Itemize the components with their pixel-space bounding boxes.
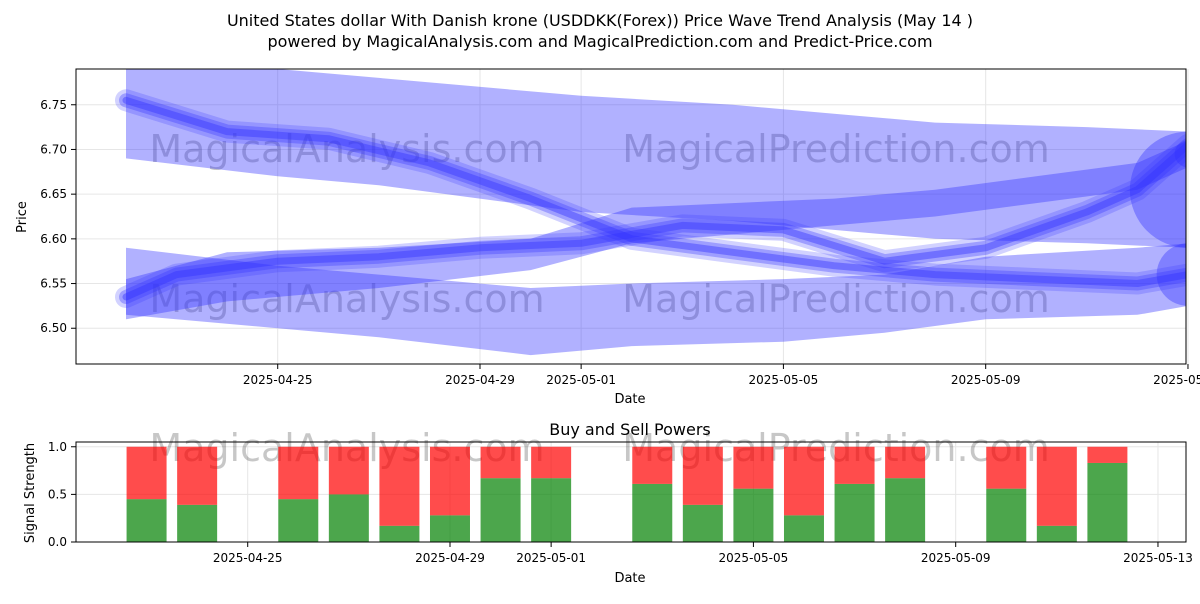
sell-bar [1036,446,1077,526]
power-x-tick-label: 2025-04-29 [415,551,485,565]
price-y-tick-label: 6.65 [40,187,67,201]
price-wave-line [122,142,1186,301]
power-x-tick-label: 2025-05-01 [516,551,586,565]
price-watermark: MagicalAnalysis.com [149,127,544,171]
sell-bar [126,446,167,500]
price-x-tick-label: 2025-04-25 [243,373,313,387]
sell-bar [986,446,1027,489]
price-wave-line [119,138,1186,304]
chart-title: United States dollar With Danish krone (… [227,11,973,30]
price-grid [76,69,1189,364]
buy-bar [278,499,319,542]
sell-bar [885,446,926,479]
sell-bar [632,446,673,484]
price-y-tick-label: 6.75 [40,98,67,112]
price-wave-line [115,89,1186,295]
sell-bar [1087,446,1128,463]
price-wave-line [115,134,1186,308]
power-x-tick-label: 2025-05-13 [1123,551,1193,565]
buy-bar [783,515,824,542]
buy-bar [480,478,521,542]
price-y-tick-label: 6.60 [40,232,67,246]
power-plot-frame [75,441,1187,543]
buy-bar [632,483,673,542]
price-wave-line [122,96,1186,287]
price-plot-frame [75,68,1187,365]
power-y-label: Signal Strength [23,443,38,543]
sell-bar [328,446,369,495]
price-y-label: Price [15,201,30,233]
power-x-tick-label: 2025-04-25 [213,551,283,565]
price-wave-band [126,141,1186,320]
buy-bar [1087,462,1128,542]
buy-bar [834,483,875,542]
power-x-label: Date [614,571,645,586]
buy-bar [733,488,774,542]
price-wave-band-cap [1129,131,1186,248]
power-y-tick-label: 1.0 [48,440,67,454]
sell-bar [480,446,521,479]
buy-bar [986,488,1027,542]
buy-bar [682,504,723,542]
price-watermark: MagicalAnalysis.com [149,277,544,321]
buy-bar [177,504,218,542]
sell-bar [531,446,572,479]
price-plot: MagicalAnalysis.com MagicalPrediction.com… [15,68,1200,407]
power-y-tick-label: 0.0 [48,535,67,549]
price-watermark: MagicalPrediction.com [622,277,1050,321]
buy-bar [379,525,420,542]
sell-bar [278,446,319,500]
price-wave-band-cap [1156,243,1186,306]
price-watermarks: MagicalAnalysis.com MagicalPrediction.com… [149,127,1049,321]
price-x-tick-label: 2025-04-29 [445,373,515,387]
price-wave-line [119,93,1186,291]
power-bars [126,446,1128,542]
price-wave-band-cap [1174,140,1186,168]
price-wave-band [126,69,1186,248]
sell-bar [733,446,774,489]
sell-bar [682,446,723,505]
price-y-tick-label: 6.55 [40,277,67,291]
sell-bar [834,446,875,484]
power-x-tick-label: 2025-05-05 [719,551,789,565]
sell-bar [379,446,420,526]
price-wave-band [126,243,1186,356]
price-x-tick-label: 2025-05-09 [951,373,1021,387]
power-y-tick-label: 0.5 [48,487,67,501]
price-series [115,69,1186,356]
power-plot: Buy and Sell Powers MagicalAnalysis.comM… [23,420,1193,586]
price-x-tick-label: 2025-05-13 [1153,373,1200,387]
power-title: Buy and Sell Powers [549,420,711,439]
buy-bar [531,478,572,542]
price-y-tick-label: 6.50 [40,321,67,335]
buy-bar [429,515,470,542]
buy-bar [328,494,369,542]
buy-bar [1036,525,1077,542]
sell-bar [783,446,824,516]
chart-subtitle: powered by MagicalAnalysis.com and Magic… [267,32,932,51]
power-ticks: 2025-04-25 2025-04-29 2025-05-01 2025-05-05… [48,440,1193,565]
sell-bar [429,446,470,516]
power-x-tick-label: 2025-05-09 [921,551,991,565]
price-x-tick-label: 2025-05-05 [749,373,819,387]
price-watermark: MagicalPrediction.com [622,127,1050,171]
price-ticks: 2025-04-25 2025-04-29 2025-05-01 2025-05-05… [40,98,1200,387]
price-y-tick-label: 6.70 [40,142,67,156]
sell-bar [177,446,218,505]
price-x-label: Date [614,392,645,407]
price-x-tick-label: 2025-05-01 [546,373,616,387]
buy-bar [885,478,926,542]
buy-bar [126,499,167,542]
